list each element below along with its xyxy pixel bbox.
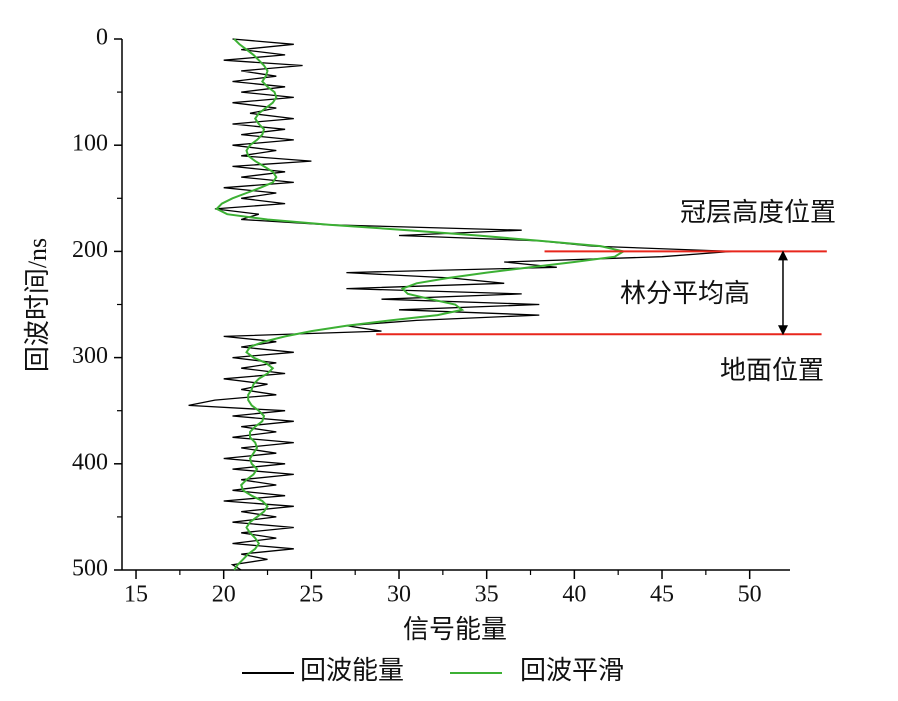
legend-label: 回波能量 — [300, 656, 404, 685]
x-tick-label: 45 — [650, 582, 674, 608]
y-tick-label: 100 — [72, 131, 108, 157]
y-tick-label: 400 — [72, 449, 108, 475]
x-tick-label: 40 — [562, 582, 586, 608]
y-tick-label: 300 — [72, 343, 108, 369]
reference-label: 地面位置 — [720, 356, 824, 385]
series-line — [188, 38, 733, 571]
y-tick-label: 200 — [72, 237, 108, 263]
x-tick-label: 30 — [387, 582, 411, 608]
x-tick-label: 25 — [299, 582, 323, 608]
height-label: 林分平均高 — [620, 279, 750, 308]
reference-label: 冠层高度位置 — [680, 198, 836, 227]
y-tick-label: 0 — [96, 25, 108, 51]
series-line — [215, 38, 627, 571]
x-tick-label: 50 — [738, 582, 762, 608]
x-tick-label: 35 — [475, 582, 499, 608]
y-tick-label: 500 — [72, 556, 108, 582]
x-tick-label: 20 — [212, 582, 236, 608]
legend-label: 回波平滑 — [520, 656, 624, 685]
x-tick-label: 15 — [124, 582, 148, 608]
y-axis-label: 回波时间/ns — [23, 238, 52, 372]
x-axis-label: 信号能量 — [403, 615, 507, 644]
